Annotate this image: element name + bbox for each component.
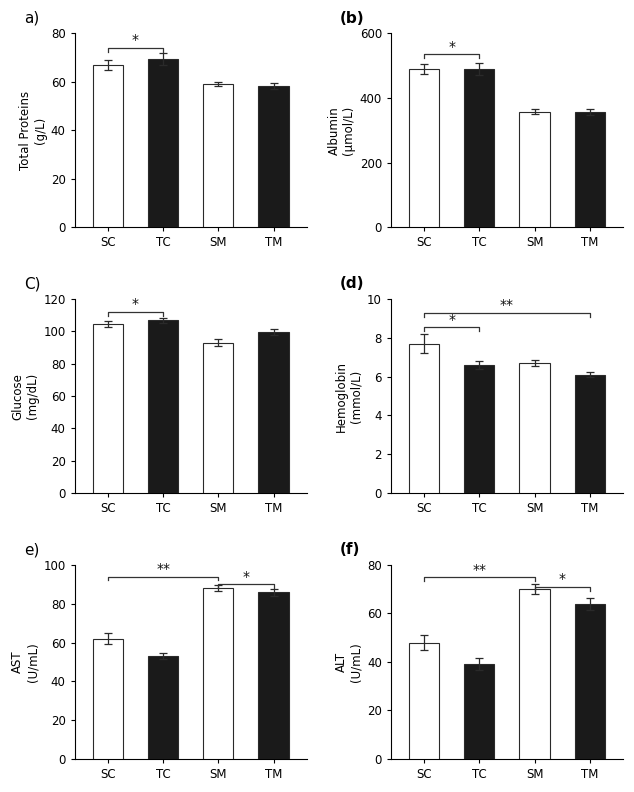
Y-axis label: AST
(U/mL): AST (U/mL): [11, 642, 39, 682]
Bar: [519, 112, 550, 227]
Bar: [203, 84, 233, 227]
Text: **: **: [500, 298, 514, 312]
Text: *: *: [448, 313, 455, 326]
Text: **: **: [472, 562, 486, 577]
Text: **: **: [156, 562, 170, 576]
Text: C): C): [23, 276, 40, 291]
Text: (b): (b): [340, 10, 365, 25]
Bar: [409, 69, 439, 227]
Bar: [464, 69, 495, 227]
Bar: [148, 59, 178, 227]
Y-axis label: ALT
(U/mL): ALT (U/mL): [335, 642, 363, 682]
Y-axis label: Albumin
(μmol/L): Albumin (μmol/L): [328, 105, 356, 155]
Bar: [258, 333, 288, 493]
Bar: [148, 320, 178, 493]
Y-axis label: Total Proteins
(g/L): Total Proteins (g/L): [18, 90, 47, 169]
Y-axis label: Hemoglobin
(mmol/L): Hemoglobin (mmol/L): [335, 360, 363, 432]
Text: (d): (d): [340, 276, 365, 291]
Text: *: *: [132, 298, 139, 311]
Text: (f): (f): [340, 543, 360, 558]
Y-axis label: Glucose
(mg/dL): Glucose (mg/dL): [11, 372, 39, 420]
Text: *: *: [559, 572, 566, 586]
Bar: [93, 324, 123, 493]
Text: *: *: [132, 33, 139, 48]
Bar: [93, 638, 123, 759]
Bar: [258, 86, 288, 227]
Bar: [464, 664, 495, 759]
Text: a): a): [23, 10, 39, 25]
Bar: [409, 642, 439, 759]
Bar: [203, 343, 233, 493]
Bar: [93, 65, 123, 227]
Text: *: *: [242, 569, 249, 584]
Bar: [519, 363, 550, 493]
Bar: [464, 365, 495, 493]
Text: *: *: [448, 40, 455, 54]
Bar: [574, 112, 605, 227]
Bar: [203, 588, 233, 759]
Bar: [519, 589, 550, 759]
Bar: [574, 604, 605, 759]
Bar: [258, 592, 288, 759]
Bar: [574, 375, 605, 493]
Bar: [409, 344, 439, 493]
Text: e): e): [23, 543, 39, 558]
Bar: [148, 656, 178, 759]
